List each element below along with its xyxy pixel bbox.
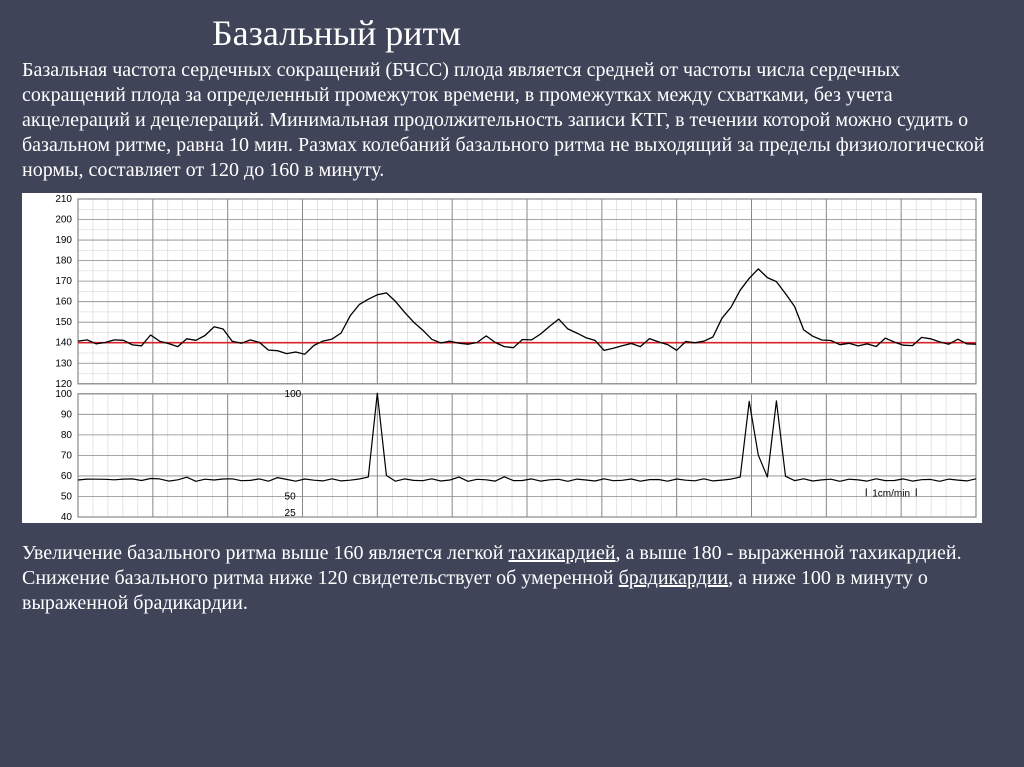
svg-text:150: 150 [55,317,72,328]
footer-text-1a: Увеличение базального ритма выше 160 явл… [22,542,508,564]
svg-text:100: 100 [285,389,302,400]
footer-text-2a: Снижение базального ритма ниже 120 свиде… [22,567,619,589]
svg-text:200: 200 [55,215,72,226]
svg-text:50: 50 [285,491,297,502]
slide-title: Базальный ритм [212,12,1002,54]
svg-text:170: 170 [55,276,72,287]
svg-text:70: 70 [61,450,73,461]
ctg-chart: 2102001901801701601501401301201009080706… [22,193,982,523]
footer-paragraph: Увеличение базального ритма выше 160 явл… [22,541,1002,616]
intro-paragraph: Базальная частота сердечных сокращений (… [22,58,1002,183]
svg-text:190: 190 [55,235,72,246]
svg-text:210: 210 [55,194,72,205]
slide-root: Базальный ритм Базальная частота сердечн… [0,0,1024,616]
svg-text:40: 40 [61,512,73,523]
svg-text:50: 50 [61,491,73,502]
svg-text:160: 160 [55,297,72,308]
svg-text:140: 140 [55,338,72,349]
ctg-svg: 2102001901801701601501401301201009080706… [22,193,982,523]
svg-text:130: 130 [55,358,72,369]
svg-text:100: 100 [55,389,72,400]
footer-underline-tachy: тахикардией [508,542,615,564]
svg-text:80: 80 [61,430,73,441]
svg-text:60: 60 [61,471,73,482]
svg-text:25: 25 [285,508,297,519]
svg-text:1cm/min: 1cm/min [872,488,910,499]
svg-text:90: 90 [61,409,73,420]
footer-text-1c: , а выше 180 - выраженной тахикардией. [616,542,962,564]
footer-underline-brady: брадикардии [619,567,729,589]
svg-text:180: 180 [55,256,72,267]
